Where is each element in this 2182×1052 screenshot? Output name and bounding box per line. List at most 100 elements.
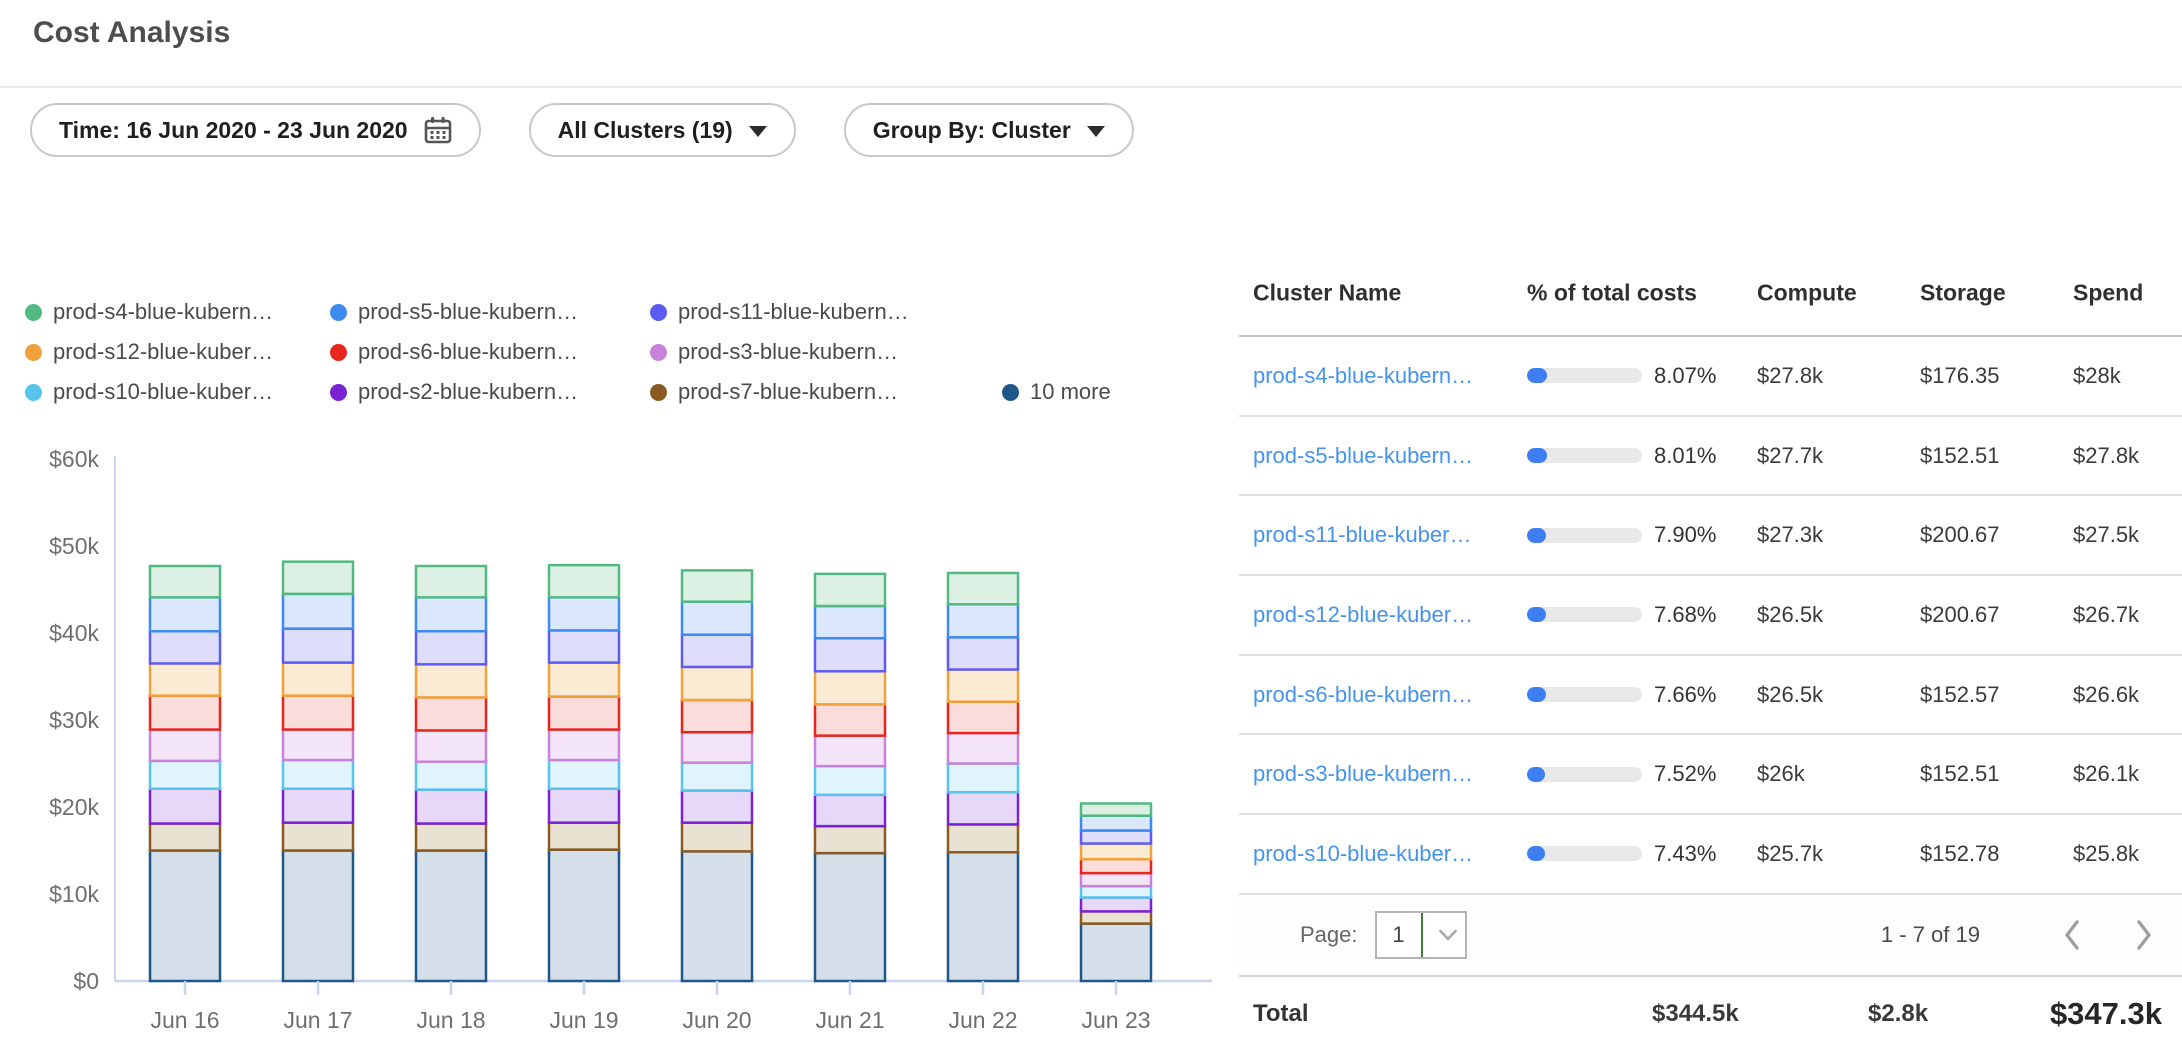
bar-segment[interactable] xyxy=(680,633,754,669)
bar-segment[interactable] xyxy=(281,787,355,824)
cluster-name-link[interactable]: prod-s11-blue-kuber… xyxy=(1253,522,1472,548)
bar-segment[interactable] xyxy=(414,564,488,599)
bar-segment[interactable] xyxy=(946,823,1020,854)
legend-item-cluster[interactable]: prod-s11-blue-kubern… xyxy=(650,292,1002,332)
bar-segment[interactable] xyxy=(680,821,754,853)
bar-segment[interactable] xyxy=(680,850,754,983)
bar-segment[interactable] xyxy=(946,731,1020,765)
bar-segment[interactable] xyxy=(547,728,621,762)
bar-segment[interactable] xyxy=(813,851,887,983)
bar-segment[interactable] xyxy=(547,695,621,731)
bar-segment[interactable] xyxy=(547,787,621,824)
bar-segment[interactable] xyxy=(1079,802,1153,817)
bar-segment[interactable] xyxy=(547,563,621,599)
bar-segment[interactable] xyxy=(547,596,621,632)
bar-segment[interactable] xyxy=(281,821,355,852)
bar-segment[interactable] xyxy=(414,663,488,699)
bar-segment[interactable] xyxy=(1079,896,1153,913)
bar-segment[interactable] xyxy=(946,668,1020,703)
bar-segment[interactable] xyxy=(414,788,488,825)
bar-segment[interactable] xyxy=(281,592,355,630)
bar-segment[interactable] xyxy=(281,560,355,596)
bar-segment[interactable] xyxy=(813,793,887,828)
bar-segment[interactable] xyxy=(813,604,887,640)
bar-segment[interactable] xyxy=(148,787,222,825)
legend-item-more[interactable]: 10 more xyxy=(1002,372,1111,412)
bar-segment[interactable] xyxy=(148,694,222,731)
legend-item-cluster[interactable]: prod-s2-blue-kubern… xyxy=(330,372,650,412)
bar-segment[interactable] xyxy=(414,729,488,764)
bar-segment[interactable] xyxy=(946,603,1020,639)
bar-segment[interactable] xyxy=(1079,871,1153,888)
cluster-name-link[interactable]: prod-s5-blue-kubern… xyxy=(1253,442,1474,468)
bar-segment[interactable] xyxy=(148,596,222,633)
bar-segment[interactable] xyxy=(680,730,754,764)
bar-segment[interactable] xyxy=(680,569,754,603)
bar-segment[interactable] xyxy=(281,694,355,731)
next-page-button[interactable] xyxy=(2128,918,2160,952)
bar-segment[interactable] xyxy=(281,661,355,697)
bar-segment[interactable] xyxy=(946,850,1020,983)
bar-segment[interactable] xyxy=(946,790,1020,826)
bar-segment[interactable] xyxy=(148,662,222,697)
bar-segment[interactable] xyxy=(946,636,1020,671)
clusters-filter[interactable]: All Clusters (19) xyxy=(528,103,796,157)
bar-segment[interactable] xyxy=(414,630,488,666)
bar-segment[interactable] xyxy=(148,759,222,790)
bar-segment[interactable] xyxy=(813,636,887,673)
bar-segment[interactable] xyxy=(1079,829,1153,845)
bar-segment[interactable] xyxy=(1079,857,1153,875)
bar-segment[interactable] xyxy=(1079,814,1153,832)
bar-segment[interactable] xyxy=(813,572,887,608)
legend-item-cluster[interactable]: prod-s5-blue-kubern… xyxy=(330,292,650,332)
group-by-filter[interactable]: Group By: Cluster xyxy=(843,103,1134,157)
bar-segment[interactable] xyxy=(813,824,887,855)
bar-segment[interactable] xyxy=(1079,910,1153,925)
bar-segment[interactable] xyxy=(813,703,887,737)
bar-segment[interactable] xyxy=(547,661,621,698)
bar-segment[interactable] xyxy=(547,629,621,664)
bar-segment[interactable] xyxy=(547,848,621,983)
bar-segment[interactable] xyxy=(414,849,488,983)
legend-item-cluster[interactable]: prod-s10-blue-kuber… xyxy=(25,372,330,412)
bar-segment[interactable] xyxy=(946,700,1020,735)
bar-segment[interactable] xyxy=(813,764,887,797)
bar-segment[interactable] xyxy=(281,758,355,790)
cluster-name-link[interactable]: prod-s6-blue-kubern… xyxy=(1253,681,1474,707)
bar-segment[interactable] xyxy=(946,762,1020,794)
bar-segment[interactable] xyxy=(414,822,488,852)
bar-segment[interactable] xyxy=(148,630,222,665)
bar-segment[interactable] xyxy=(547,758,621,790)
page-select[interactable]: 1 xyxy=(1374,910,1467,959)
bar-segment[interactable] xyxy=(680,665,754,702)
bar-segment[interactable] xyxy=(680,789,754,824)
bar-segment[interactable] xyxy=(1079,922,1153,983)
legend-item-cluster[interactable]: prod-s3-blue-kubern… xyxy=(650,332,1002,372)
bar-segment[interactable] xyxy=(281,627,355,664)
bar-segment[interactable] xyxy=(547,821,621,851)
bar-segment[interactable] xyxy=(680,600,754,636)
cluster-name-link[interactable]: prod-s3-blue-kubern… xyxy=(1253,761,1474,787)
bar-segment[interactable] xyxy=(813,734,887,768)
bar-segment[interactable] xyxy=(1079,884,1153,899)
bar-segment[interactable] xyxy=(414,596,488,633)
legend-item-cluster[interactable]: prod-s7-blue-kubern… xyxy=(650,372,1002,412)
bar-segment[interactable] xyxy=(813,670,887,706)
time-range-filter[interactable]: Time: 16 Jun 2020 - 23 Jun 2020 xyxy=(30,103,481,157)
bar-segment[interactable] xyxy=(281,849,355,983)
cluster-name-link[interactable]: prod-s12-blue-kuber… xyxy=(1253,601,1474,627)
cluster-name-link[interactable]: prod-s4-blue-kubern… xyxy=(1253,362,1474,388)
legend-item-cluster[interactable]: prod-s4-blue-kubern… xyxy=(25,292,330,332)
prev-page-button[interactable] xyxy=(2056,918,2088,952)
bar-segment[interactable] xyxy=(148,564,222,599)
bar-segment[interactable] xyxy=(680,761,754,792)
legend-item-cluster[interactable]: prod-s12-blue-kuber… xyxy=(25,332,330,372)
bar-segment[interactable] xyxy=(946,571,1020,606)
bar-segment[interactable] xyxy=(281,728,355,762)
bar-segment[interactable] xyxy=(148,728,222,763)
bar-segment[interactable] xyxy=(148,849,222,983)
bar-segment[interactable] xyxy=(414,760,488,791)
bar-segment[interactable] xyxy=(414,696,488,732)
legend-item-cluster[interactable]: prod-s6-blue-kubern… xyxy=(330,332,650,372)
bar-segment[interactable] xyxy=(1079,842,1153,861)
